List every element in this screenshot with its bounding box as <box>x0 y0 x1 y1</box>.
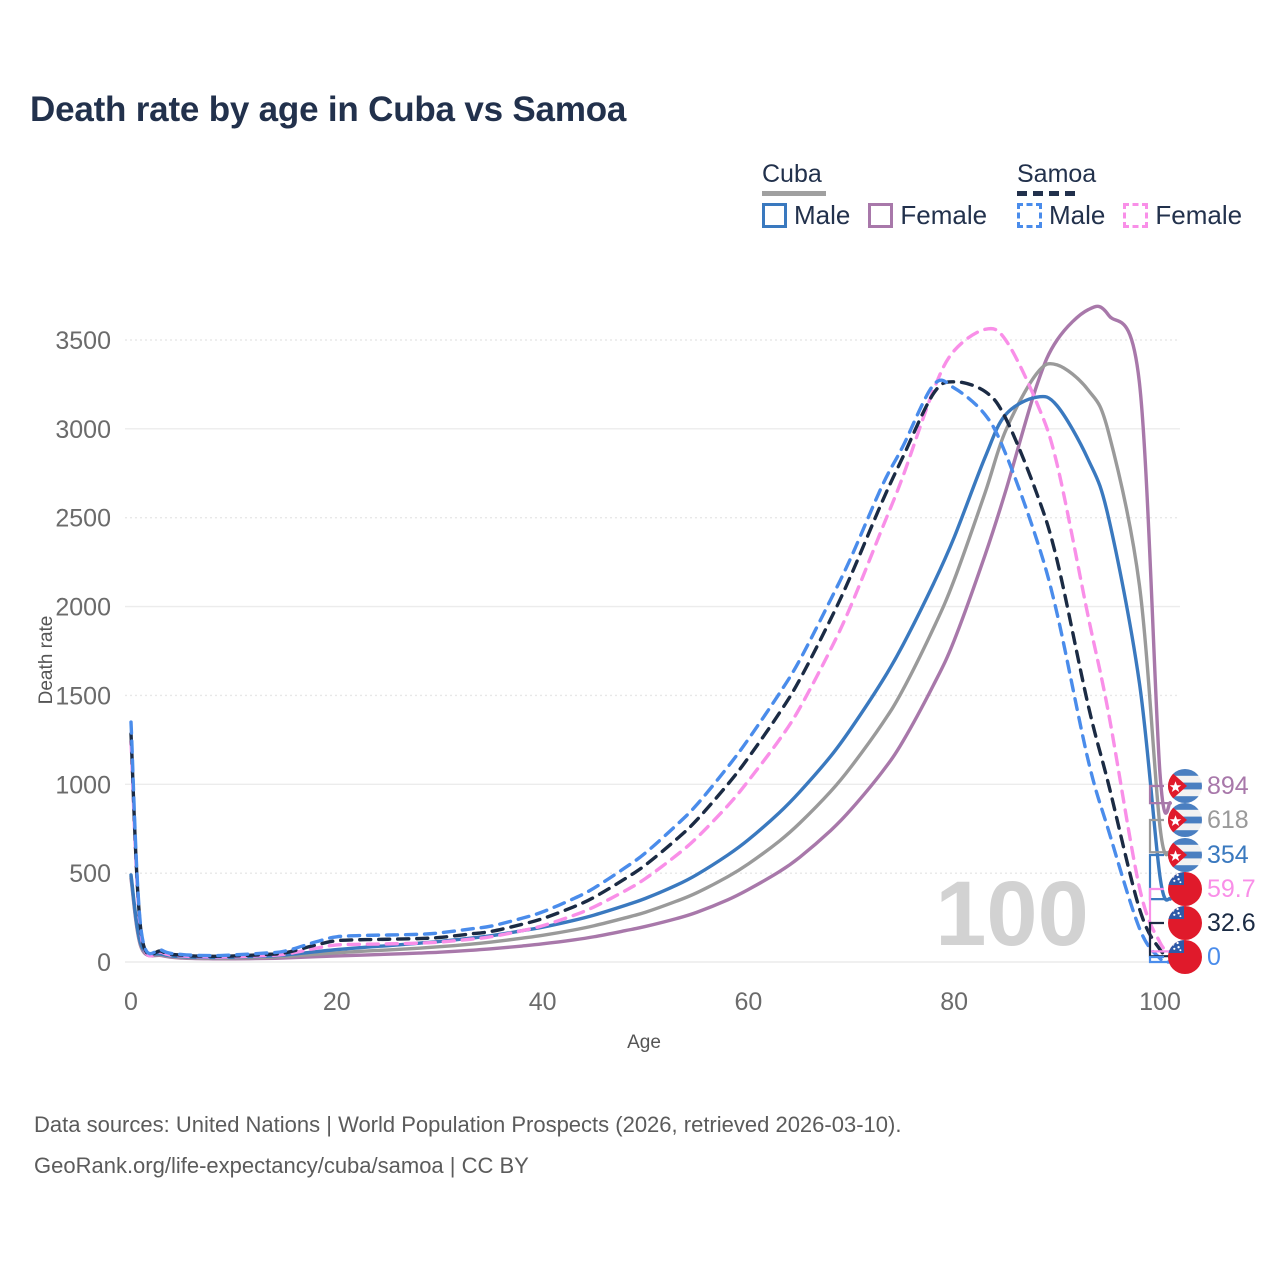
legend-swatch-cuba-female <box>868 202 894 228</box>
footer-line-1: Data sources: United Nations | World Pop… <box>34 1112 902 1137</box>
legend-items-samoa: Male Female <box>1017 202 1242 228</box>
legend-label-samoa-male: Male <box>1049 200 1106 230</box>
gridlines <box>125 339 1180 963</box>
connector-cuba-female <box>1148 784 1171 805</box>
x-tick-label: 20 <box>323 988 351 1016</box>
legend-rule-samoa <box>1017 191 1081 196</box>
legend-label-cuba-female: Female <box>900 200 988 230</box>
y-tick-label: 0 <box>97 949 111 977</box>
end-label-value: 0 <box>1207 942 1221 971</box>
connector-cuba-total <box>1148 818 1171 854</box>
legend-item-cuba-female[interactable]: Female <box>868 202 987 228</box>
legend-country-cuba: Cuba <box>762 160 822 188</box>
legend-country-samoa: Samoa <box>1017 160 1097 188</box>
cuba-flag-icon <box>1168 838 1202 872</box>
y-tick-label: 500 <box>69 860 111 888</box>
cuba-flag-icon <box>1168 803 1202 837</box>
y-axis-label: Death rate <box>36 616 57 705</box>
chart-legend: Cuba Male Female Samoa Male <box>762 160 1262 250</box>
legend-item-samoa-female[interactable]: Female <box>1123 202 1242 228</box>
legend-label-samoa-female: Female <box>1155 200 1243 230</box>
legend-swatch-samoa-male <box>1017 202 1042 228</box>
legend-items-cuba: Male Female <box>762 202 987 228</box>
legend-swatch-cuba-male <box>762 202 787 228</box>
x-axis-label: Age <box>627 1032 661 1053</box>
cuba-flag-icon <box>1168 769 1202 803</box>
legend-item-samoa-male[interactable]: Male <box>1017 202 1105 228</box>
legend-swatch-samoa-female <box>1123 202 1149 228</box>
end-label-row: 354 <box>1168 838 1249 872</box>
y-tick-label: 1500 <box>55 682 111 710</box>
end-label-value: 894 <box>1207 771 1249 800</box>
x-tick-label: 60 <box>734 988 762 1016</box>
samoa-flag-icon <box>1168 906 1202 940</box>
x-tick-label: 100 <box>1139 988 1181 1016</box>
footer-line-2[interactable]: GeoRank.org/life-expectancy/cuba/samoa |… <box>34 1153 529 1178</box>
y-tick-label: 1000 <box>55 771 111 799</box>
x-tick-label: 40 <box>529 988 557 1016</box>
end-label-value: 354 <box>1207 840 1249 869</box>
samoa-flag-icon <box>1168 872 1202 906</box>
series-line-cuba-male <box>129 394 1172 960</box>
end-label-connectors <box>1148 784 1171 964</box>
x-tick-label: 80 <box>940 988 968 1016</box>
y-tick-label: 2000 <box>55 594 111 622</box>
legend-item-cuba-male[interactable]: Male <box>762 202 850 228</box>
end-label-row: 0 <box>1168 940 1221 974</box>
series-line-samoa-male <box>129 378 1172 964</box>
end-label-row: 894 <box>1168 769 1249 803</box>
legend-label-cuba-male: Male <box>794 200 851 230</box>
end-label-value: 618 <box>1207 805 1249 834</box>
connector-samoa-female <box>1148 887 1171 953</box>
page-title: Death rate by age in Cuba vs Samoa <box>30 90 627 129</box>
watermark-label: 100 <box>935 863 1089 965</box>
y-tick-label: 2500 <box>55 505 111 533</box>
y-axis-ticks: 0 500 1000 1500 2000 2500 3000 3500 <box>55 327 111 977</box>
legend-rule-cuba <box>762 191 826 196</box>
series-line-cuba-total <box>129 361 1172 960</box>
series-line-samoa-female <box>129 326 1172 959</box>
end-labels: 894 618 354 59.7 <box>1168 769 1280 975</box>
end-label-row: 618 <box>1168 803 1249 837</box>
legend-group-cuba: Cuba Male Female <box>762 160 987 228</box>
y-tick-label: 3500 <box>55 327 111 355</box>
legend-group-samoa: Samoa Male Female <box>1017 160 1242 228</box>
end-label-row: 59.7 <box>1168 872 1256 906</box>
end-label-value: 32.6 <box>1207 908 1256 937</box>
end-label-value: 59.7 <box>1207 874 1256 903</box>
x-axis-ticks: 0 20 40 60 80 100 <box>124 988 1181 1016</box>
connector-samoa-male <box>1148 955 1171 964</box>
end-label-row: 32.6 <box>1168 906 1256 940</box>
footer: Data sources: United Nations | World Pop… <box>34 1104 901 1186</box>
series-line-cuba-female <box>129 304 1172 961</box>
x-tick-label: 0 <box>124 988 138 1016</box>
data-series <box>129 304 1172 964</box>
connector-cuba-male <box>1148 853 1171 901</box>
samoa-flag-icon <box>1168 940 1202 974</box>
y-tick-label: 3000 <box>55 416 111 444</box>
